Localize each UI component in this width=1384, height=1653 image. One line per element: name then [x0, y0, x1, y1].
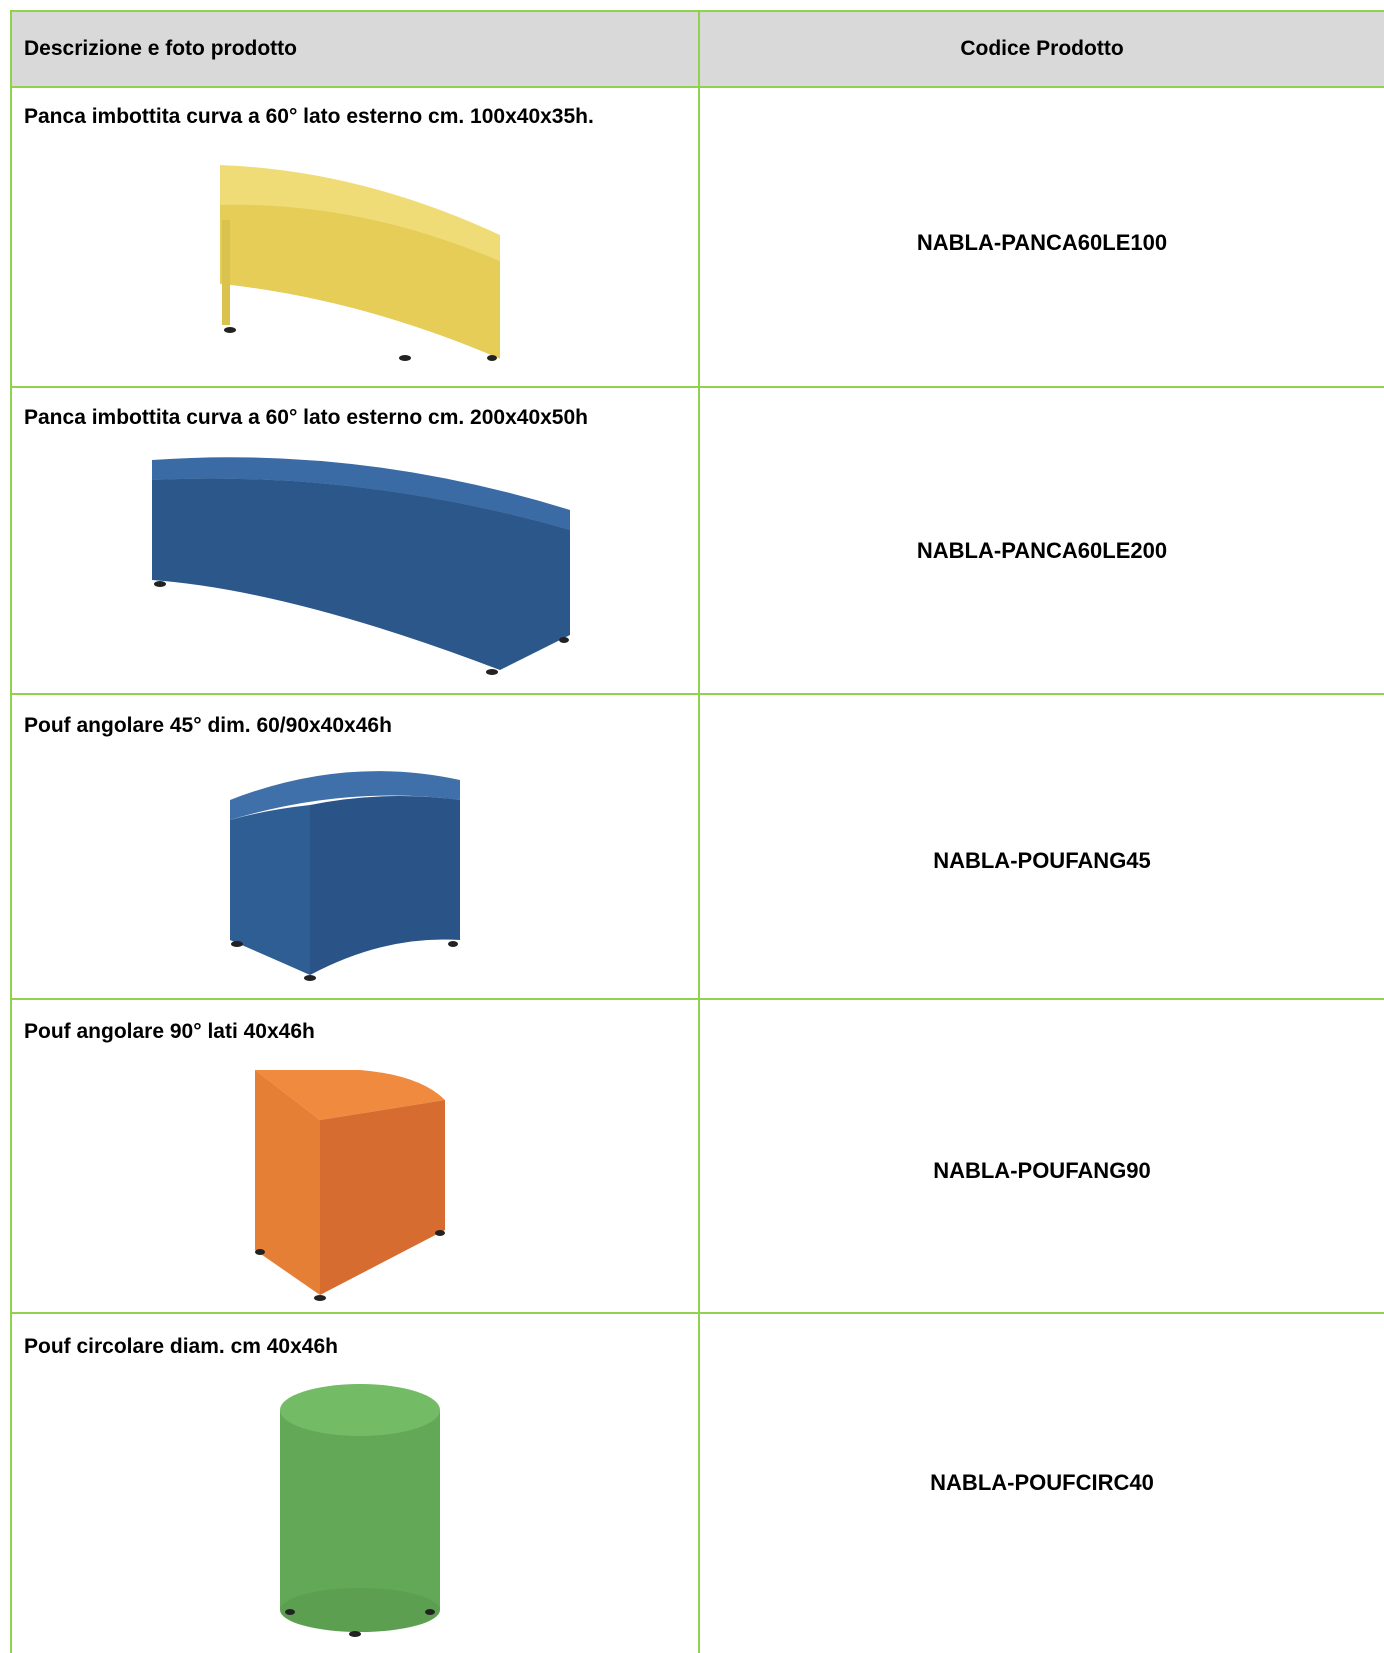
table-header [10, 10, 1384, 88]
row-1-bench-image [220, 165, 500, 361]
row-divider [10, 1312, 1384, 1314]
row-5-description: Pouf circolare diam. cm 40x46h [24, 1335, 338, 1358]
row-divider [10, 998, 1384, 1000]
row-4-description: Pouf angolare 90° lati 40x46h [24, 1020, 315, 1043]
row-5-code: NABLA-POUFCIRC40 [930, 1470, 1154, 1495]
row-divider [10, 10, 1384, 12]
column-divider [698, 10, 700, 1653]
row-3-code: NABLA-POUFANG45 [933, 848, 1151, 873]
row-5-cylinder-image [280, 1384, 440, 1637]
table-border-left [10, 10, 12, 1653]
row-2-bench-image [152, 457, 570, 675]
row-divider [10, 386, 1384, 388]
header-code: Codice Prodotto [960, 37, 1124, 60]
row-3-description: Pouf angolare 45° dim. 60/90x40x46h [24, 714, 392, 737]
product-table: Descrizione e foto prodotto Codice Prodo… [10, 10, 1384, 1653]
row-1-code: NABLA-PANCA60LE100 [916, 230, 1168, 255]
row-4-code: NABLA-POUFANG90 [933, 1158, 1151, 1183]
row-divider [10, 693, 1384, 695]
row-2-description: Panca imbottita curva a 60° lato esterno… [24, 406, 588, 429]
row-1-description: Panca imbottita curva a 60° lato esterno… [24, 105, 594, 128]
row-4-pouf-image [255, 1070, 445, 1301]
header-description: Descrizione e foto prodotto [24, 37, 297, 60]
row-2-code: NABLA-PANCA60LE200 [916, 538, 1168, 563]
row-divider [10, 86, 1384, 88]
row-3-pouf-image [230, 771, 460, 981]
